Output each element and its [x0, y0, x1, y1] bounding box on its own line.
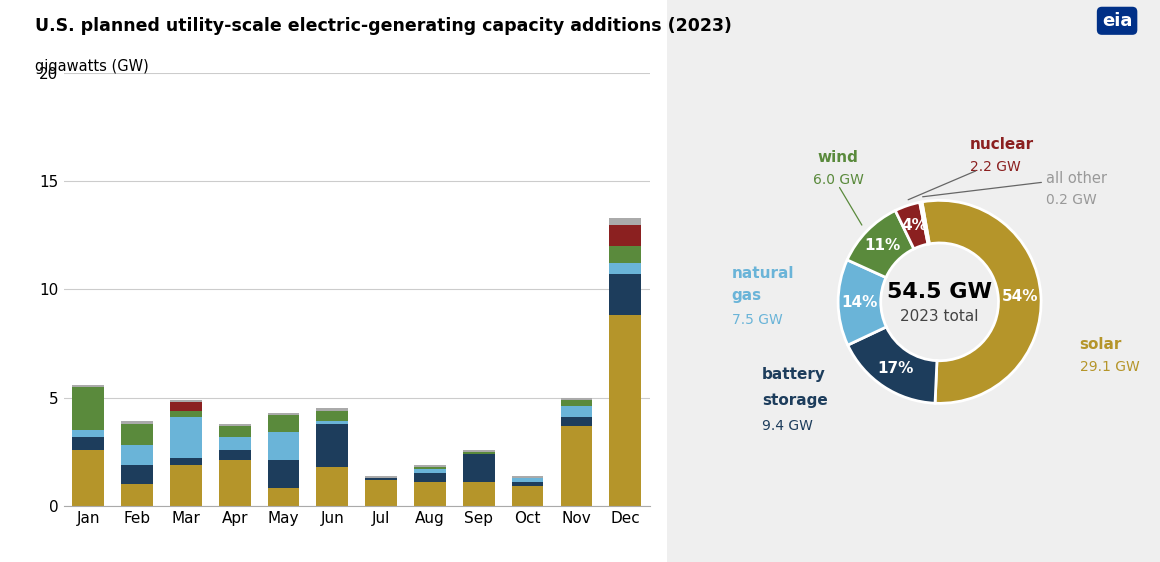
Wedge shape — [848, 327, 937, 404]
Bar — [268, 415, 299, 432]
Bar — [268, 488, 299, 506]
Bar — [609, 218, 641, 224]
Bar — [268, 432, 299, 460]
Bar — [609, 315, 641, 506]
Bar — [414, 467, 445, 469]
Bar — [463, 454, 494, 482]
Text: natural: natural — [732, 266, 795, 281]
Wedge shape — [896, 202, 928, 249]
Bar — [560, 417, 593, 426]
Bar — [72, 437, 104, 450]
Bar — [317, 467, 348, 506]
Bar — [463, 450, 494, 452]
Text: 0.2 GW: 0.2 GW — [1046, 193, 1097, 207]
Bar — [121, 445, 153, 465]
Bar — [171, 411, 202, 417]
Text: 4%: 4% — [901, 219, 927, 233]
Text: 7.5 GW: 7.5 GW — [732, 313, 782, 327]
Text: all other: all other — [1046, 170, 1107, 185]
Bar — [609, 224, 641, 246]
Bar — [219, 437, 251, 450]
Wedge shape — [847, 211, 914, 278]
Bar — [219, 450, 251, 460]
Text: 11%: 11% — [864, 238, 900, 253]
Bar — [365, 478, 397, 480]
Bar — [219, 426, 251, 437]
Bar — [219, 460, 251, 506]
Bar — [609, 246, 641, 264]
Bar — [414, 482, 445, 506]
Bar — [512, 486, 543, 506]
Text: 6.0 GW: 6.0 GW — [813, 173, 863, 187]
Text: 9.4 GW: 9.4 GW — [762, 419, 813, 433]
Bar — [317, 424, 348, 467]
Text: 2.2 GW: 2.2 GW — [970, 160, 1021, 174]
Bar — [317, 422, 348, 424]
Wedge shape — [922, 200, 1041, 404]
Text: nuclear: nuclear — [970, 137, 1035, 152]
Bar — [268, 413, 299, 415]
Bar — [72, 384, 104, 387]
Bar — [171, 417, 202, 458]
Bar — [560, 426, 593, 506]
Text: 2023 total: 2023 total — [900, 309, 979, 324]
Text: eia: eia — [1102, 12, 1132, 30]
Text: 17%: 17% — [877, 361, 913, 376]
Bar — [560, 398, 593, 400]
Text: 14%: 14% — [841, 295, 878, 310]
Text: solar: solar — [1080, 337, 1122, 352]
Bar — [317, 411, 348, 422]
Bar — [72, 387, 104, 430]
Bar — [121, 424, 153, 445]
Text: storage: storage — [762, 393, 828, 408]
Bar — [121, 484, 153, 506]
Bar — [414, 473, 445, 482]
Bar — [171, 458, 202, 465]
Bar — [560, 406, 593, 417]
Text: U.S. planned utility-scale electric-generating capacity additions (2023): U.S. planned utility-scale electric-gene… — [35, 17, 732, 35]
Bar — [609, 274, 641, 315]
Wedge shape — [839, 260, 886, 345]
Bar — [560, 400, 593, 406]
Text: gigawatts (GW): gigawatts (GW) — [35, 59, 148, 74]
Bar — [512, 475, 543, 478]
Bar — [365, 475, 397, 478]
Text: wind: wind — [818, 150, 858, 165]
Bar — [219, 424, 251, 426]
Wedge shape — [920, 202, 929, 244]
Bar — [171, 402, 202, 411]
Bar — [365, 480, 397, 506]
Bar — [72, 450, 104, 506]
Bar — [268, 460, 299, 488]
Bar — [121, 465, 153, 484]
Bar — [512, 482, 543, 486]
Bar — [609, 264, 641, 274]
Text: 54%: 54% — [1001, 289, 1038, 304]
Text: 54.5 GW: 54.5 GW — [887, 282, 992, 302]
Bar — [171, 465, 202, 506]
Bar — [414, 469, 445, 473]
Bar — [72, 430, 104, 437]
Bar — [171, 400, 202, 402]
Text: 29.1 GW: 29.1 GW — [1080, 360, 1139, 374]
Bar — [512, 478, 543, 482]
Bar — [121, 422, 153, 424]
Bar — [414, 465, 445, 467]
Text: battery: battery — [762, 368, 826, 382]
Bar — [317, 409, 348, 411]
Bar — [463, 482, 494, 506]
Bar — [463, 452, 494, 454]
Text: gas: gas — [732, 288, 762, 303]
